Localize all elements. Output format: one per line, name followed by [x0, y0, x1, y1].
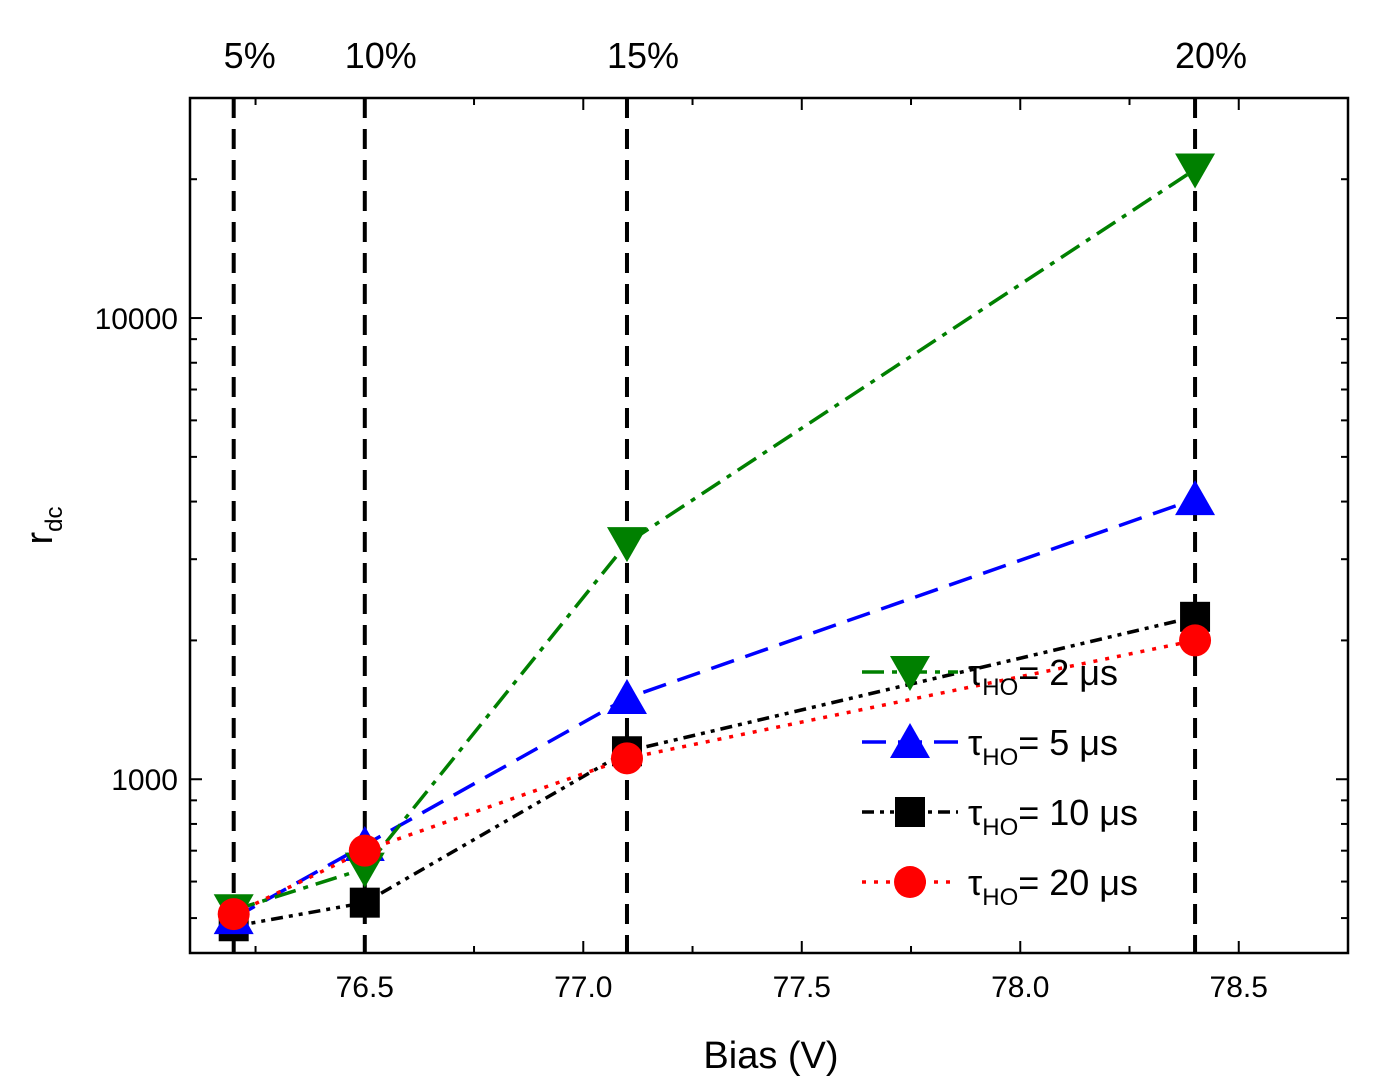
data-point [348, 834, 381, 867]
y-axis-title-main: r [19, 532, 61, 545]
legend-item: τHO= 2 μs [862, 652, 1118, 701]
x-tick-label: 78.5 [1210, 971, 1268, 1004]
series-line-2s [233, 167, 1197, 912]
reference-lines-layer: 5% 10% 15% 20% [224, 35, 1247, 953]
axes-layer: 76.5 77.0 77.5 78.0 78.5 1000 10000 [95, 97, 1349, 1004]
data-point [217, 898, 250, 931]
reference-line-label: 10% [345, 35, 417, 76]
y-axis-title-subscript: dc [41, 506, 68, 531]
data-point [1179, 624, 1212, 657]
reference-line-label: 20% [1175, 35, 1247, 76]
legend-marker [890, 656, 930, 691]
data-point [610, 742, 643, 775]
legend-label: τHO= 10 μs [968, 792, 1138, 841]
data-point [1175, 153, 1216, 189]
legend-marker [894, 866, 926, 898]
x-tick-label: 77.0 [554, 971, 612, 1004]
y-tick-label: 10000 [95, 303, 178, 336]
plot-frame [188, 96, 1350, 955]
legend-item: τHO= 10 μs [862, 792, 1138, 841]
data-point [1175, 480, 1216, 516]
series-layer [213, 153, 1216, 942]
y-tick-label: 1000 [111, 764, 178, 797]
series-line-20s [232, 638, 1196, 916]
legend-label: τHO= 20 μs [968, 862, 1138, 911]
y-axis-title: rdc [19, 506, 68, 544]
legend-label: τHO= 5 μs [968, 722, 1118, 771]
legend-item: τHO= 5 μs [862, 722, 1118, 771]
data-point [606, 679, 647, 715]
data-point [606, 527, 647, 563]
reference-line-label: 15% [607, 35, 679, 76]
x-tick-label: 77.5 [773, 971, 831, 1004]
x-axis-title: Bias (V) [703, 1035, 838, 1077]
data-point [349, 887, 380, 918]
legend: τHO= 2 μs τHO= 5 μs τHO= 10 μs τHO= 20 μs [862, 652, 1138, 911]
x-tick-label: 78.0 [991, 971, 1049, 1004]
x-tick-label: 76.5 [336, 971, 394, 1004]
reference-line-label: 5% [224, 35, 276, 76]
legend-label: τHO= 2 μs [968, 652, 1118, 701]
legend-item: τHO= 20 μs [862, 862, 1138, 911]
legend-marker [890, 723, 930, 758]
legend-marker [895, 797, 925, 827]
